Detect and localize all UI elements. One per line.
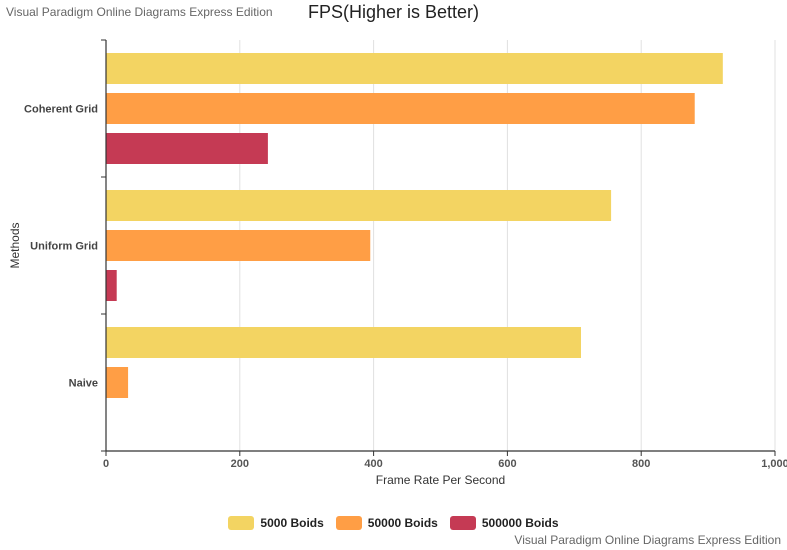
bar-2-0: [106, 133, 268, 164]
watermark-top: Visual Paradigm Online Diagrams Express …: [6, 5, 273, 19]
bar-2-1: [106, 270, 117, 301]
chart-legend: 5000 Boids 50000 Boids 500000 Boids: [0, 516, 787, 530]
x-tick-label: 1,000: [761, 458, 787, 470]
legend-item-2[interactable]: 500000 Boids: [449, 516, 559, 530]
legend-item-0[interactable]: 5000 Boids: [228, 516, 324, 530]
bar-1-1: [106, 230, 371, 261]
legend-item-1[interactable]: 50000 Boids: [335, 516, 438, 530]
y-category-label: Uniform Grid: [30, 241, 98, 253]
legend-swatch: [335, 516, 362, 530]
chart-title: FPS(Higher is Better): [307, 2, 480, 22]
bar-0-2: [106, 327, 581, 358]
legend-swatch: [449, 516, 476, 530]
x-tick-label: 800: [632, 458, 650, 470]
x-tick-label: 400: [364, 458, 382, 470]
legend-label: 500000 Boids: [481, 516, 559, 530]
y-category-label: Naive: [69, 378, 98, 390]
x-tick-label: 600: [498, 458, 516, 470]
y-category-label: Coherent Grid: [24, 104, 98, 116]
legend-label: 50000 Boids: [367, 516, 438, 530]
x-tick-label: 0: [103, 458, 109, 470]
bar-1-0: [106, 93, 695, 124]
x-tick-label: 200: [231, 458, 249, 470]
bar-1-2: [106, 367, 129, 398]
legend-label: 5000 Boids: [260, 516, 324, 530]
x-axis-title: Frame Rate Per Second: [376, 473, 505, 487]
bar-0-1: [106, 190, 612, 221]
watermark-bottom: Visual Paradigm Online Diagrams Express …: [514, 533, 781, 547]
legend-swatch: [228, 516, 255, 530]
bar-0-0: [106, 53, 723, 84]
y-axis-title: Methods: [8, 222, 22, 268]
